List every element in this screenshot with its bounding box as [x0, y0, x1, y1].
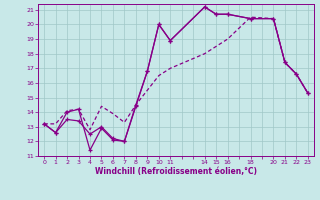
X-axis label: Windchill (Refroidissement éolien,°C): Windchill (Refroidissement éolien,°C) — [95, 167, 257, 176]
